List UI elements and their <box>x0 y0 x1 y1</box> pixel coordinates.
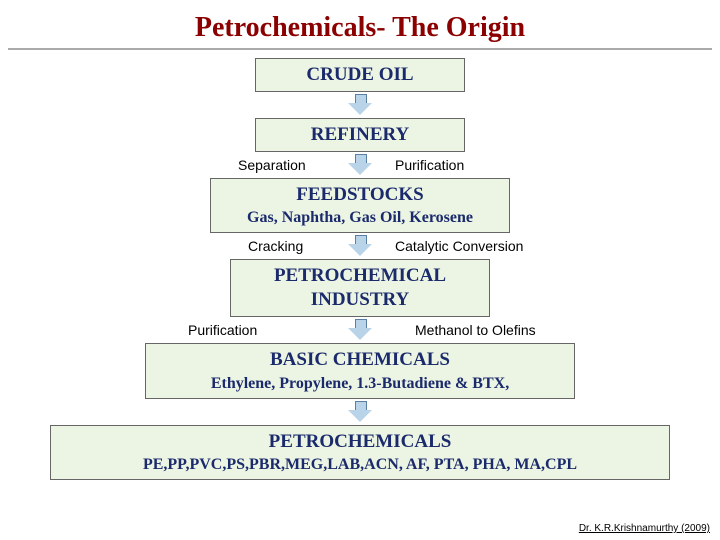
box-petro-header: PETROCHEMICALS <box>61 430 659 454</box>
arrow-down-icon <box>348 235 372 257</box>
box-crude-header: CRUDE OIL <box>266 63 454 87</box>
arrow-down-icon <box>348 401 372 423</box>
label-methanol: Methanol to Olefins <box>415 322 536 338</box>
arrow-down-icon <box>348 154 372 176</box>
page-title: Petrochemicals- The Origin <box>8 0 712 50</box>
box-feedstocks-header: FEEDSTOCKS <box>221 183 499 207</box>
flow-container: CRUDE OIL REFINERY Separation Purificati… <box>0 50 720 480</box>
arrow-4: Purification Methanol to Olefins <box>348 317 372 343</box>
box-refinery-header: REFINERY <box>266 123 454 147</box>
box-petro: PETROCHEMICALS PE,PP,PVC,PS,PBR,MEG,LAB,… <box>50 425 670 481</box>
box-basic-sub: Ethylene, Propylene, 1.3-Butadiene & BTX… <box>156 374 564 394</box>
box-industry-line1: PETROCHEMICAL <box>241 264 479 288</box>
label-purification-1: Purification <box>395 157 464 173</box>
arrow-5 <box>348 399 372 425</box>
arrow-3: Cracking Catalytic Conversion <box>348 233 372 259</box>
box-refinery: REFINERY <box>255 118 465 152</box>
arrow-2: Separation Purification <box>348 152 372 178</box>
box-basic: BASIC CHEMICALS Ethylene, Propylene, 1.3… <box>145 343 575 399</box>
arrow-down-icon <box>348 94 372 116</box>
box-petro-sub: PE,PP,PVC,PS,PBR,MEG,LAB,ACN, AF, PTA, P… <box>61 455 659 475</box>
footer-credit: Dr. K.R.Krishnamurthy (2009) <box>579 523 710 534</box>
label-purification-2: Purification <box>188 322 257 338</box>
box-crude: CRUDE OIL <box>255 58 465 92</box>
box-industry-line2: INDUSTRY <box>241 288 479 312</box>
box-basic-header: BASIC CHEMICALS <box>156 348 564 372</box>
box-industry: PETROCHEMICAL INDUSTRY <box>230 259 490 317</box>
box-feedstocks: FEEDSTOCKS Gas, Naphtha, Gas Oil, Kerose… <box>210 178 510 234</box>
label-catalytic: Catalytic Conversion <box>395 238 523 254</box>
box-feedstocks-sub: Gas, Naphtha, Gas Oil, Kerosene <box>221 208 499 228</box>
arrow-down-icon <box>348 319 372 341</box>
label-separation: Separation <box>238 157 306 173</box>
label-cracking: Cracking <box>248 238 303 254</box>
arrow-1 <box>348 92 372 118</box>
